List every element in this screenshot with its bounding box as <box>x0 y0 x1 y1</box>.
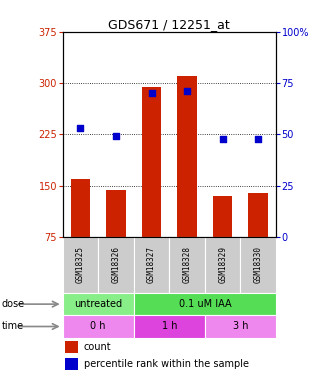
Bar <box>205 237 240 293</box>
Text: GSM18325: GSM18325 <box>76 246 85 284</box>
Point <box>185 88 190 94</box>
Bar <box>63 237 98 293</box>
Bar <box>169 237 205 293</box>
Text: time: time <box>2 321 24 332</box>
Text: 0 h: 0 h <box>91 321 106 332</box>
Text: GSM18329: GSM18329 <box>218 246 227 284</box>
Bar <box>240 237 276 293</box>
Bar <box>65 358 78 370</box>
Point <box>256 135 261 141</box>
Bar <box>63 293 134 315</box>
Text: 0.1 uM IAA: 0.1 uM IAA <box>178 299 231 309</box>
Bar <box>98 237 134 293</box>
Bar <box>106 190 126 237</box>
Text: untreated: untreated <box>74 299 122 309</box>
Bar <box>71 179 90 237</box>
Point <box>113 134 118 140</box>
Text: GSM18326: GSM18326 <box>111 246 120 284</box>
Text: 3 h: 3 h <box>233 321 248 332</box>
Text: 1 h: 1 h <box>161 321 177 332</box>
Bar <box>248 192 268 237</box>
Text: GSM18328: GSM18328 <box>183 246 192 284</box>
Text: count: count <box>84 342 112 352</box>
Bar <box>134 237 169 293</box>
Title: GDS671 / 12251_at: GDS671 / 12251_at <box>108 18 230 31</box>
Bar <box>63 315 134 338</box>
Bar <box>65 341 78 353</box>
Text: GSM18327: GSM18327 <box>147 246 156 284</box>
Bar <box>205 315 276 338</box>
Bar <box>134 293 276 315</box>
Bar <box>134 315 205 338</box>
Point <box>220 135 225 141</box>
Text: percentile rank within the sample: percentile rank within the sample <box>84 359 249 369</box>
Point <box>78 125 83 131</box>
Text: dose: dose <box>2 299 25 309</box>
Bar <box>177 76 197 237</box>
Bar <box>213 196 232 237</box>
Bar <box>142 87 161 237</box>
Point <box>149 90 154 96</box>
Text: GSM18330: GSM18330 <box>254 246 263 284</box>
